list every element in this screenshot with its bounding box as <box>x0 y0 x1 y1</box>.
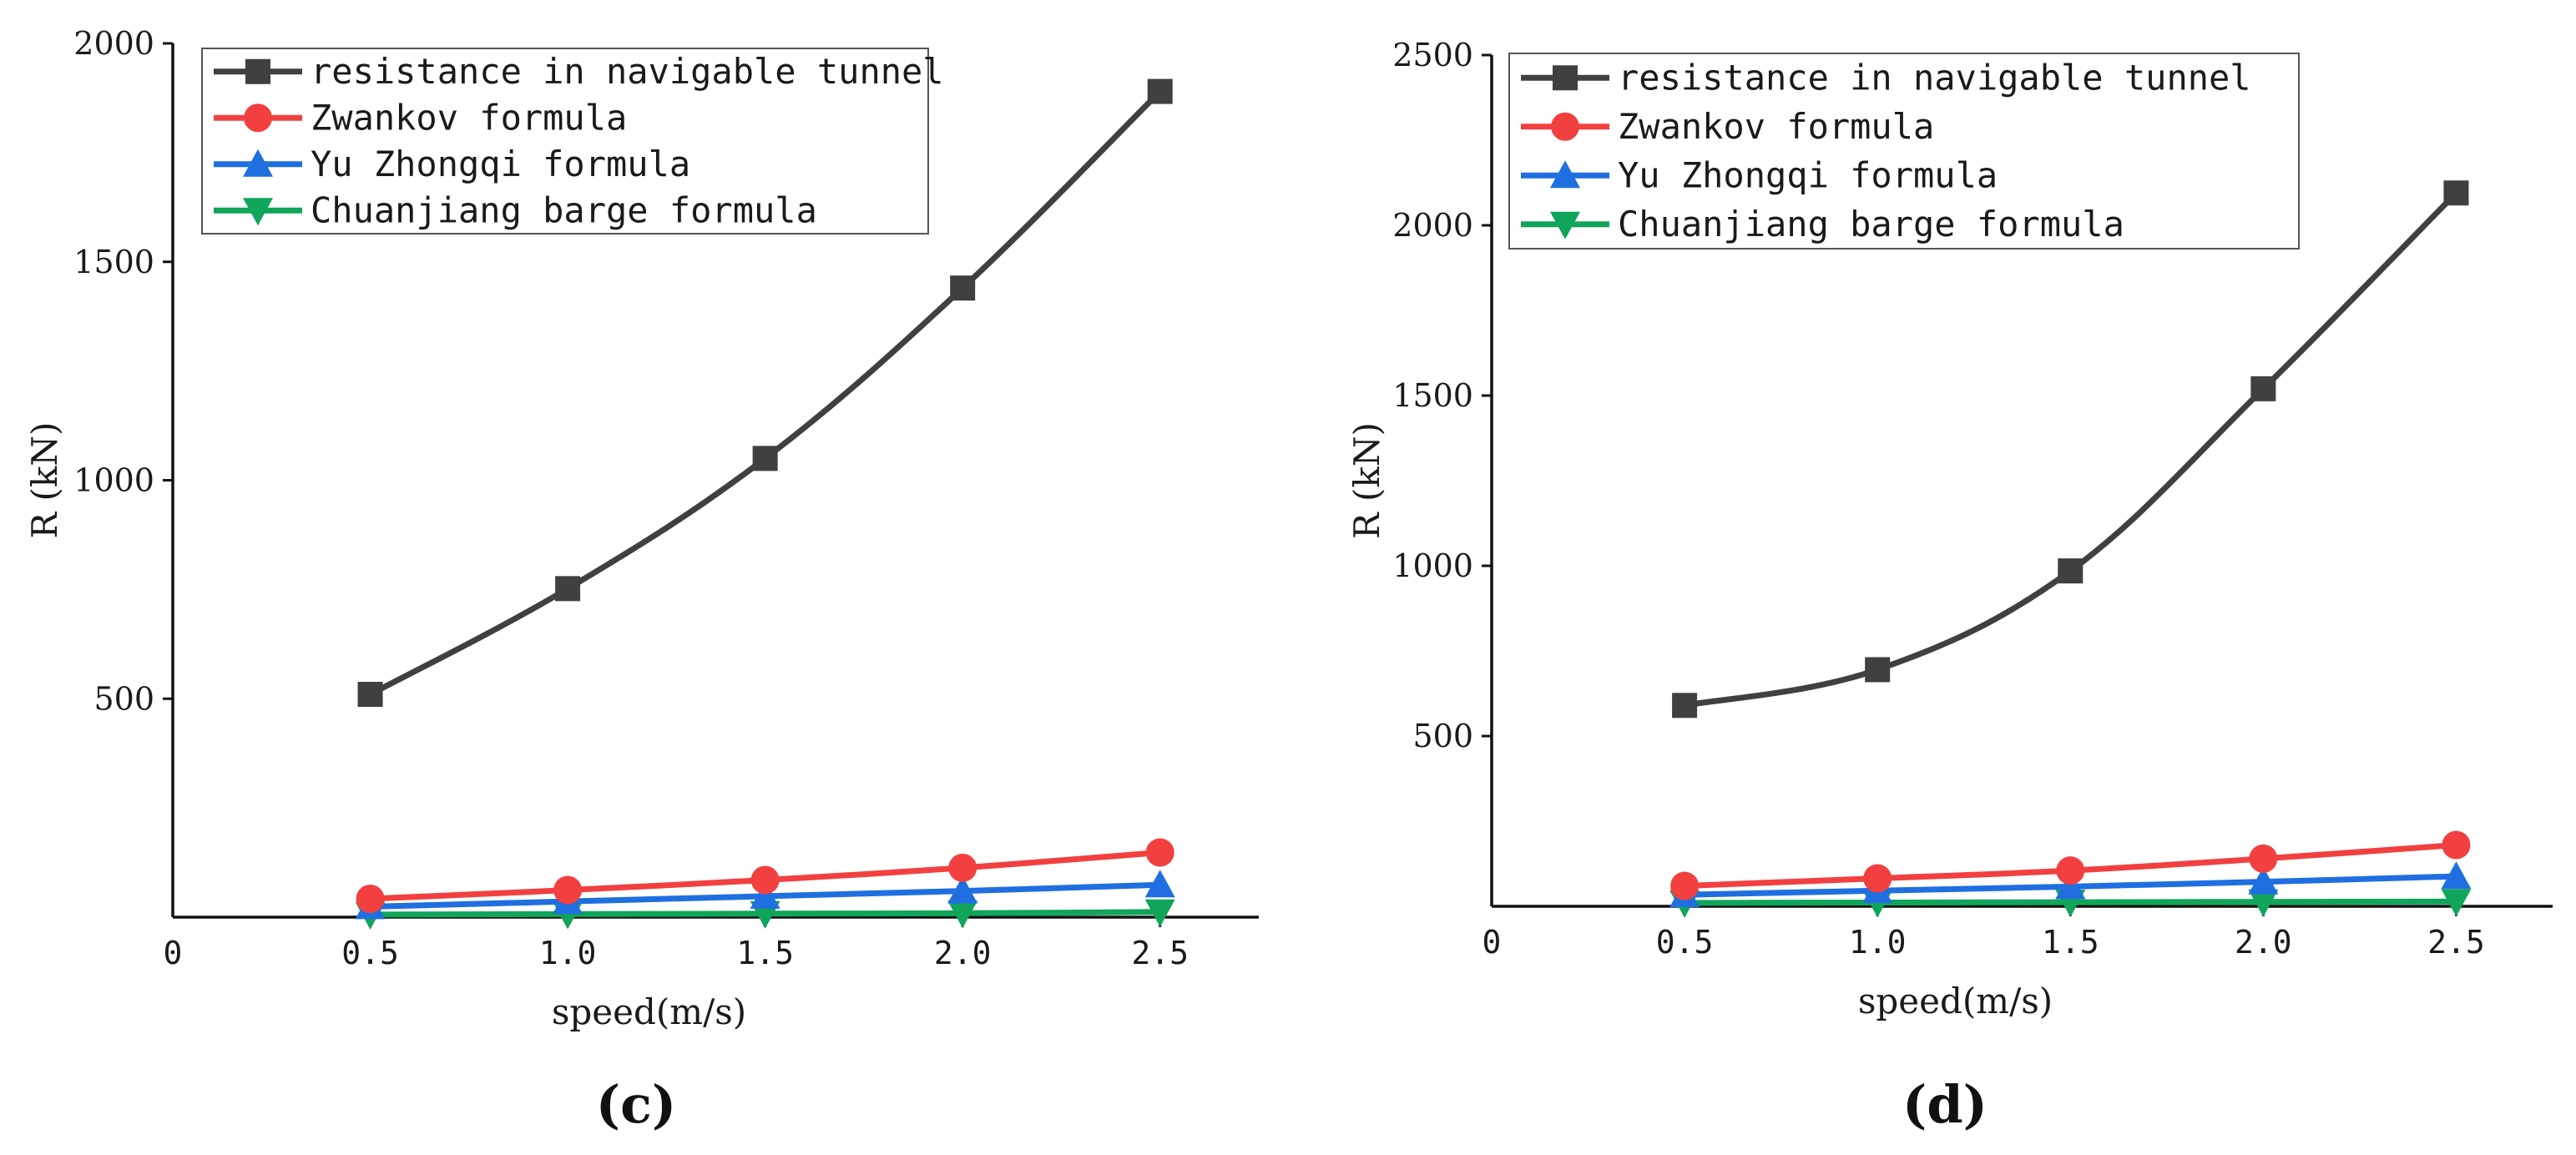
data-point <box>1144 899 1175 927</box>
data-point <box>752 446 778 472</box>
data-point <box>2443 180 2469 206</box>
y-tick-label: 1000 <box>73 462 154 499</box>
x-tick-label: 2.5 <box>2427 924 2485 961</box>
legend-marker <box>243 198 273 226</box>
data-point <box>2248 866 2279 895</box>
y-tick-label: 1000 <box>1392 547 1473 584</box>
panel-label: (d) <box>1902 1074 1988 1135</box>
x-tick-label: 1.0 <box>1849 924 1907 961</box>
data-point <box>357 682 383 708</box>
panel-label: (c) <box>596 1074 676 1135</box>
y-axis-title: R (kN) <box>24 422 65 539</box>
legend-label: Yu Zhongqi formula <box>1618 154 1998 195</box>
data-point <box>1145 838 1174 867</box>
legend-label: resistance in navigable tunnel <box>1618 57 2251 98</box>
legend-label: Chuanjiang barge formula <box>311 189 817 230</box>
x-origin-label: 0 <box>1482 924 1502 961</box>
x-tick-label: 2.5 <box>1131 935 1189 971</box>
data-point <box>948 853 977 882</box>
data-point <box>553 875 583 905</box>
data-point <box>1672 693 1698 719</box>
chart-panel-c: 500 1000 1500 2000 0.5 1.0 1.5 2.0 2.5 0 speed(m/s… <box>24 25 1259 1135</box>
data-point <box>2248 889 2279 917</box>
data-point <box>555 576 581 602</box>
data-point <box>1670 871 1700 900</box>
data-point <box>2055 871 2086 900</box>
data-point <box>947 900 978 929</box>
x-origin-label: 0 <box>164 935 183 971</box>
legend-label: Chuanjiang barge formula <box>1618 204 2124 245</box>
x-axis-title: speed(m/s) <box>552 991 746 1032</box>
data-point <box>356 885 385 914</box>
x-axis-title: speed(m/s) <box>1858 981 2053 1021</box>
data-point <box>1147 78 1173 104</box>
y-tick-label: 2000 <box>73 25 154 62</box>
x-tick-label: 2.0 <box>934 935 992 971</box>
data-point <box>750 865 780 895</box>
x-tick-label: 1.0 <box>539 935 597 971</box>
data-point <box>2249 844 2278 873</box>
legend-marker <box>1553 65 1578 91</box>
legend-label: Zwankov formula <box>1618 106 1934 147</box>
x-tick-label: 2.0 <box>2235 924 2292 961</box>
legend-marker <box>244 103 272 133</box>
data-point <box>2441 889 2472 917</box>
series-line <box>1681 189 2459 709</box>
x-tick-label: 1.5 <box>736 935 794 971</box>
legend-label: Zwankov formula <box>311 97 627 138</box>
legend-marker <box>1550 160 1580 189</box>
data-point <box>2250 376 2276 401</box>
data-point <box>2442 830 2471 860</box>
legend-marker <box>243 149 273 177</box>
legend-box <box>201 48 929 235</box>
data-point <box>1863 864 1892 893</box>
legend-marker <box>245 58 270 84</box>
legend-marker <box>1550 211 1580 240</box>
data-point <box>1865 657 1891 683</box>
legend-label: resistance in navigable tunnel <box>311 51 944 92</box>
x-tick-label: 0.5 <box>1656 924 1714 961</box>
data-point <box>2441 861 2472 890</box>
x-tick-label: 1.5 <box>2042 924 2099 961</box>
data-point <box>950 275 976 301</box>
y-tick-label: 500 <box>93 680 154 717</box>
data-point <box>2058 558 2084 584</box>
chart-panel-d: 500 1000 1500 2000 2500 0.5 1.0 1.5 2.0 2.5 0 speed… <box>1346 37 2553 1135</box>
x-tick-label: 0.5 <box>341 935 399 971</box>
data-point <box>947 875 978 904</box>
y-tick-label: 500 <box>1412 718 1473 754</box>
data-point <box>1144 870 1175 898</box>
y-axis-title: R (kN) <box>1346 422 1387 539</box>
legend-label: Yu Zhongqi formula <box>311 144 690 184</box>
y-tick-label: 2500 <box>1392 37 1473 73</box>
y-tick-label: 1500 <box>73 244 154 280</box>
y-tick-label: 1500 <box>1392 377 1473 414</box>
data-point <box>750 880 780 909</box>
legend-box <box>1508 53 2300 250</box>
y-tick-label: 2000 <box>1392 207 1473 244</box>
legend-marker <box>1551 112 1579 141</box>
data-point <box>2056 856 2085 885</box>
